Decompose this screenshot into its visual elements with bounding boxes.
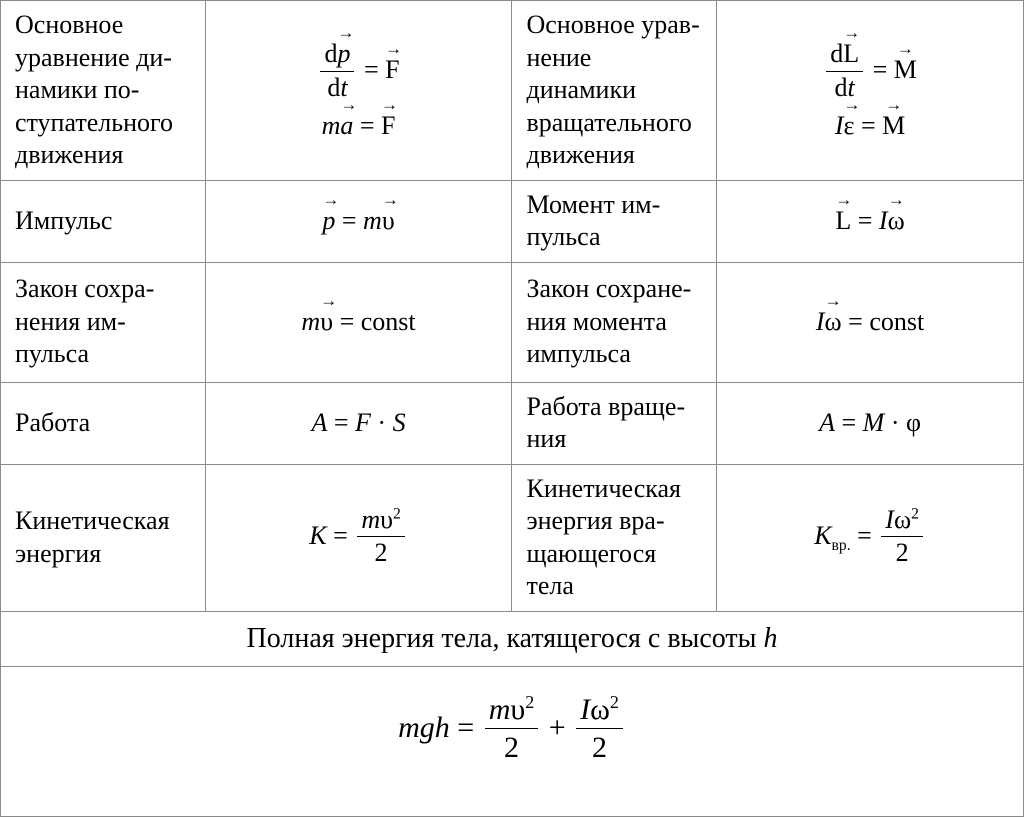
formula-cell: dpdt = F ma = F (205, 1, 512, 181)
formula-cell: A = F · S (205, 382, 512, 464)
equation: L = Iω (731, 205, 1009, 238)
label-cell: Основное уравнение ди­намики по­ступател… (1, 1, 206, 181)
equation: dLdt = M (731, 38, 1009, 106)
formula-cell: Kвр. = Iω22 (717, 464, 1024, 611)
label-cell: Кинетическая энергия (1, 464, 206, 611)
footer-title-cell: Полная энергия тела, катящегося с высоты… (1, 611, 1024, 666)
equation: Kвр. = Iω22 (731, 504, 1009, 572)
equation: A = M · φ (731, 407, 1009, 440)
equation: Iω = const (731, 306, 1009, 339)
label-cell: Основное урав­нение динамики вращательно… (512, 1, 717, 181)
label-cell: Момент им­пульса (512, 180, 717, 262)
label-cell: Импульс (1, 180, 206, 262)
table-row: Закон сохра­нения им­пульса mυ = const З… (1, 262, 1024, 382)
formula-cell: K = mυ22 (205, 464, 512, 611)
physics-formula-table: Основное уравнение ди­намики по­ступател… (0, 0, 1024, 817)
formula-cell: A = M · φ (717, 382, 1024, 464)
table-row: Основное уравнение ди­намики по­ступател… (1, 1, 1024, 181)
equation: mgh = mυ22 + Iω22 (15, 691, 1009, 769)
formula-cell: mυ = const (205, 262, 512, 382)
table-row: Работа A = F · S Работа враще­ния A = M … (1, 382, 1024, 464)
footer-title-text: Полная энергия тела, катящегося с высоты (247, 623, 764, 654)
label-cell: Работа враще­ния (512, 382, 717, 464)
formula-cell: Iω = const (717, 262, 1024, 382)
equation: p = mυ (220, 205, 498, 238)
label-cell: Закон сохра­нения им­пульса (1, 262, 206, 382)
table-row: Кинетическая энергия K = mυ22 Кинетическ… (1, 464, 1024, 611)
table-row: Импульс p = mυ Момент им­пульса L = Iω (1, 180, 1024, 262)
equation: ma = F (220, 110, 498, 143)
formula-cell: p = mυ (205, 180, 512, 262)
footer-formula-cell: mgh = mυ22 + Iω22 (1, 666, 1024, 816)
equation: mυ = const (220, 306, 498, 339)
table-row: Полная энергия тела, катящегося с высоты… (1, 611, 1024, 666)
formula-cell: L = Iω (717, 180, 1024, 262)
equation: dpdt = F (220, 38, 498, 106)
label-cell: Закон сохране­ния момента импульса (512, 262, 717, 382)
label-cell: Работа (1, 382, 206, 464)
equation: Iε = M (731, 110, 1009, 143)
formula-cell: dLdt = M Iε = M (717, 1, 1024, 181)
label-cell: Кинетическая энергия вра­щающегося тела (512, 464, 717, 611)
equation: A = F · S (220, 407, 498, 440)
equation: K = mυ22 (220, 504, 498, 572)
table-row: mgh = mυ22 + Iω22 (1, 666, 1024, 816)
